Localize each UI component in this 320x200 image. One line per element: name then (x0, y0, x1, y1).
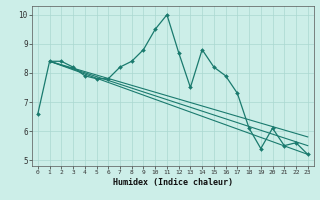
X-axis label: Humidex (Indice chaleur): Humidex (Indice chaleur) (113, 178, 233, 187)
